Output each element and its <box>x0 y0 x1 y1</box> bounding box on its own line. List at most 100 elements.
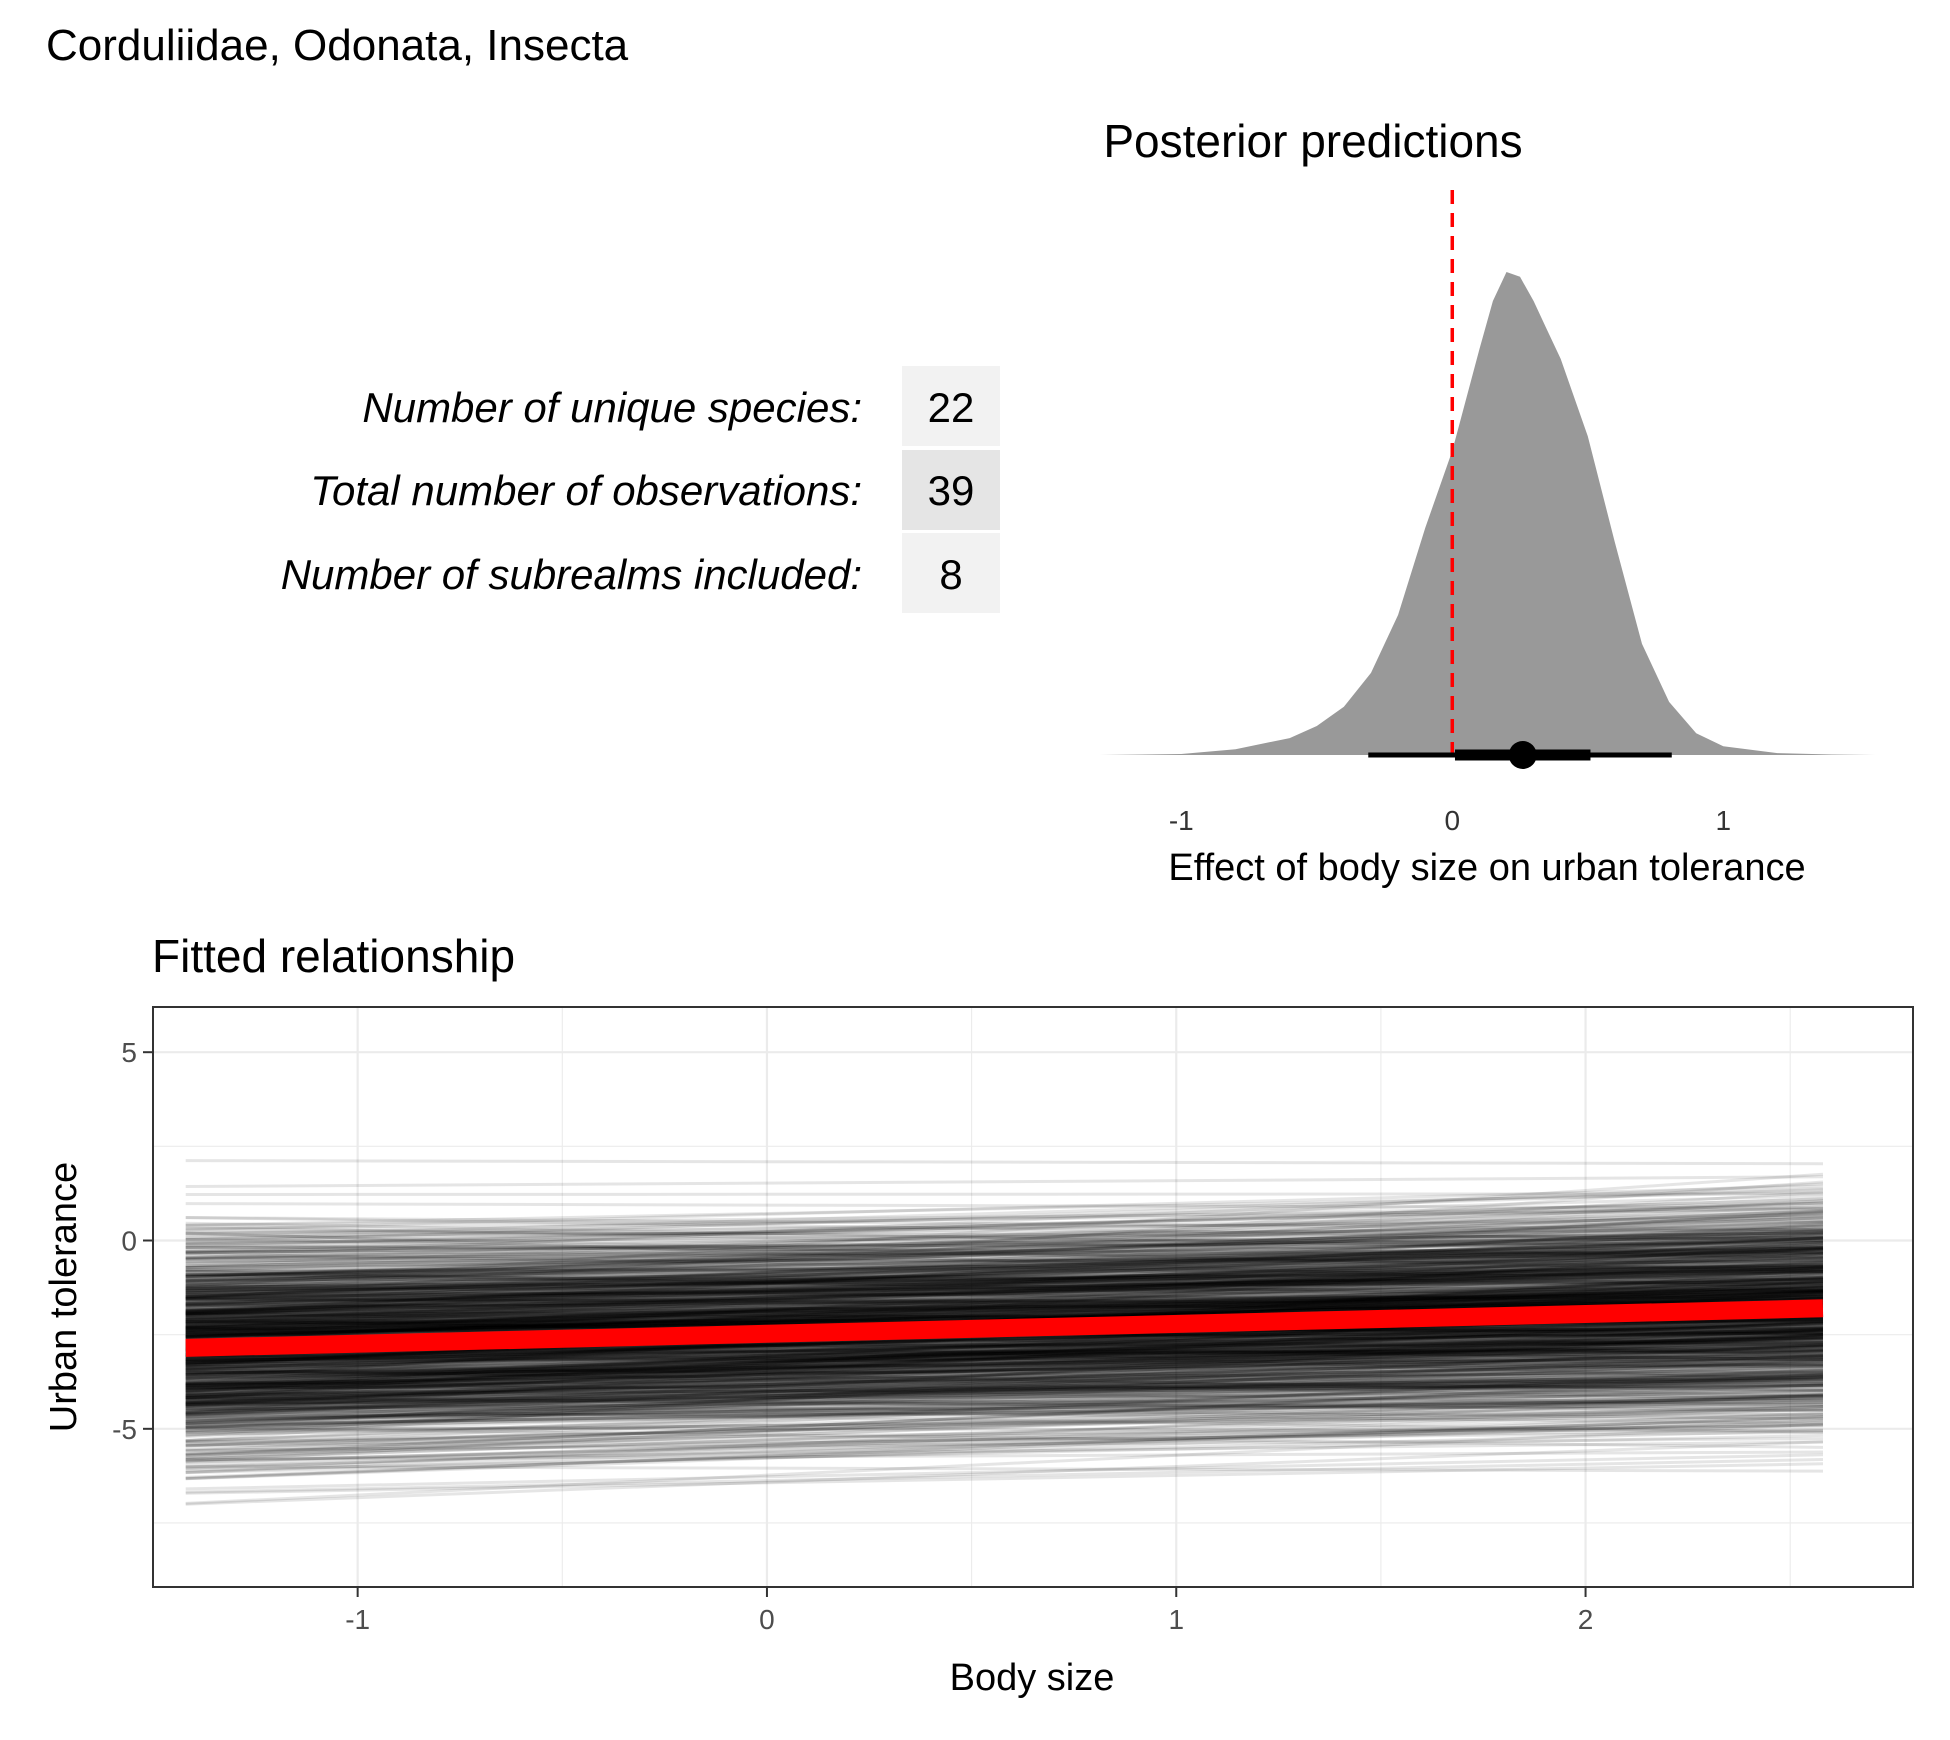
posterior-draw-line <box>185 1236 1824 1254</box>
posterior-draw-line <box>185 1217 1824 1283</box>
posterior-draw-line <box>185 1244 1824 1293</box>
posterior-draw-line <box>185 1422 1824 1456</box>
posterior-draw-line <box>185 1413 1824 1464</box>
posterior-draw-line <box>185 1266 1824 1317</box>
posterior-draw-line <box>185 1320 1824 1392</box>
posterior-x-tick-label: -1 <box>1169 805 1194 836</box>
posterior-draw-line <box>185 1417 1824 1464</box>
posterior-draw-line <box>185 1245 1824 1321</box>
posterior-draw-line <box>185 1380 1824 1399</box>
posterior-draw-line <box>185 1236 1824 1317</box>
posterior-draw-line <box>185 1374 1824 1423</box>
posterior-draw-line <box>185 1357 1824 1400</box>
posterior-draw-line <box>185 1369 1824 1397</box>
posterior-draw-line <box>185 1284 1824 1338</box>
posterior-draw-line <box>185 1326 1824 1393</box>
posterior-draw-line <box>185 1317 1824 1362</box>
posterior-draw-line <box>185 1229 1824 1269</box>
posterior-draw-line <box>185 1289 1824 1338</box>
posterior-draw-line <box>185 1283 1824 1314</box>
posterior-draw-line <box>185 1255 1824 1265</box>
posterior-draw-line <box>185 1348 1824 1379</box>
posterior-draw-line <box>185 1212 1824 1262</box>
posterior-draw-line <box>185 1208 1824 1285</box>
posterior-draw-line <box>185 1216 1824 1265</box>
posterior-draw-line <box>185 1273 1824 1341</box>
posterior-draw-line <box>185 1385 1824 1390</box>
posterior-draw-line <box>185 1246 1824 1290</box>
posterior-draw-line <box>185 1284 1824 1307</box>
posterior-draw-line <box>185 1251 1824 1256</box>
posterior-draw-line <box>185 1405 1824 1446</box>
posterior-draw-line <box>185 1269 1824 1283</box>
posterior-draw-line <box>185 1352 1824 1387</box>
posterior-draw-line <box>185 1348 1824 1381</box>
posterior-draw-line <box>185 1288 1824 1328</box>
posterior-draw-line <box>185 1252 1824 1342</box>
posterior-draw-line <box>185 1354 1824 1402</box>
posterior-draw-line <box>185 1376 1824 1456</box>
posterior-draw-line <box>185 1398 1824 1404</box>
posterior-draw-line <box>185 1241 1824 1250</box>
posterior-draw-line <box>185 1242 1824 1303</box>
posterior-draw-line <box>185 1364 1824 1425</box>
posterior-draw-line <box>185 1341 1824 1377</box>
posterior-draw-line <box>185 1232 1824 1268</box>
posterior-draw-line <box>185 1216 1824 1242</box>
posterior-draw-line <box>185 1159 1824 1166</box>
posterior-x-axis-label: Effect of body size on urban tolerance <box>1168 847 1805 889</box>
posterior-draw-line <box>185 1321 1824 1385</box>
posterior-draw-line <box>185 1415 1824 1433</box>
posterior-draw-line <box>185 1341 1824 1385</box>
stats-label: Number of subrealms included: <box>281 551 862 598</box>
posterior-draw-line <box>185 1275 1824 1328</box>
posterior-draw-line <box>185 1265 1824 1295</box>
posterior-draw-line <box>185 1375 1824 1425</box>
posterior-draw-line <box>185 1279 1824 1414</box>
posterior-draw-line <box>185 1233 1824 1314</box>
posterior-draw-line <box>185 1284 1824 1339</box>
posterior-draw-line <box>185 1360 1824 1422</box>
posterior-draw-line <box>185 1405 1824 1467</box>
posterior-draw-line <box>185 1300 1824 1315</box>
posterior-draw-line <box>185 1258 1824 1293</box>
posterior-draw-line <box>185 1248 1824 1302</box>
posterior-draw-line <box>185 1278 1824 1299</box>
posterior-draw-line <box>185 1270 1824 1317</box>
posterior-draw-line <box>185 1251 1824 1260</box>
posterior-draw-line <box>185 1265 1824 1313</box>
posterior-draw-line <box>185 1429 1824 1475</box>
posterior-draw-line <box>185 1223 1824 1314</box>
posterior-draw-line <box>185 1209 1824 1283</box>
posterior-draw-line <box>185 1255 1824 1308</box>
posterior-draw-line <box>185 1335 1824 1382</box>
posterior-draw-line <box>185 1219 1824 1235</box>
posterior-draw-line <box>185 1296 1824 1337</box>
posterior-draw-line <box>185 1207 1824 1231</box>
posterior-draw-line <box>185 1326 1824 1366</box>
posterior-draw-line <box>185 1344 1824 1367</box>
posterior-draw-line <box>185 1393 1824 1428</box>
posterior-draw-line <box>185 1270 1824 1307</box>
posterior-draw-line <box>185 1384 1824 1399</box>
posterior-draw-line <box>185 1274 1824 1278</box>
posterior-draw-line <box>185 1256 1824 1328</box>
posterior-draw-line <box>185 1340 1824 1391</box>
posterior-draw-line <box>185 1368 1824 1392</box>
posterior-draw-line <box>185 1270 1824 1313</box>
posterior-draw-line <box>185 1197 1824 1253</box>
fitted-y-tick-label: 0 <box>121 1226 137 1257</box>
posterior-x-tick-label: 1 <box>1715 805 1731 836</box>
posterior-draw-line <box>185 1379 1824 1407</box>
posterior-draw-line <box>185 1235 1824 1312</box>
fitted-x-tick-label: 1 <box>1168 1604 1184 1635</box>
posterior-draw-line <box>185 1346 1824 1364</box>
posterior-draw-line <box>185 1321 1824 1380</box>
posterior-draw-line <box>185 1345 1824 1358</box>
posterior-draw-line <box>185 1396 1824 1412</box>
posterior-draw-line <box>185 1236 1824 1331</box>
posterior-draw-line <box>185 1223 1824 1345</box>
posterior-draw-line <box>185 1240 1824 1333</box>
posterior-draw-line <box>185 1286 1824 1312</box>
fitted-y-tick-label: -5 <box>112 1414 137 1445</box>
